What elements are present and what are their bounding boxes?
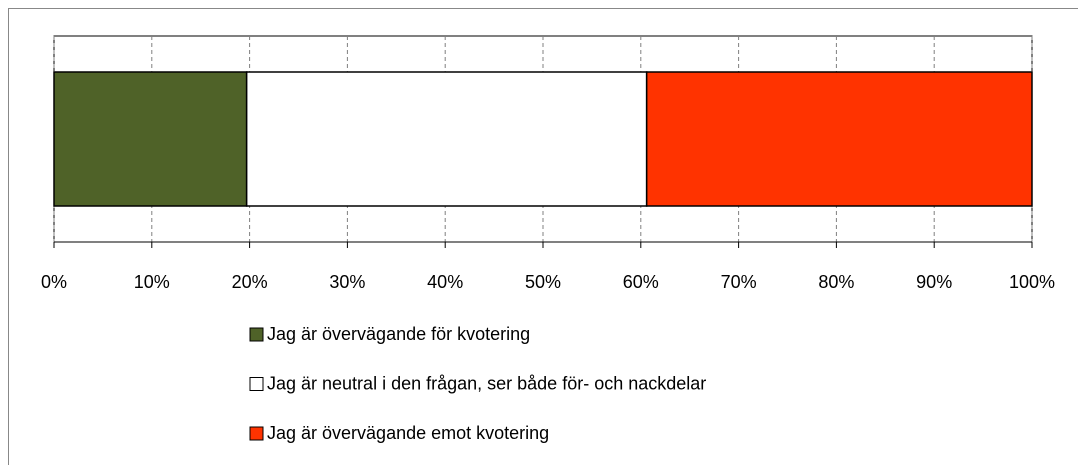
x-tick-label: 30%: [329, 272, 365, 292]
legend-label: Jag är neutral i den frågan, ser både fö…: [267, 373, 706, 393]
legend-swatch: [249, 426, 264, 441]
legend-swatch: [249, 377, 264, 391]
x-tick-label: 20%: [232, 272, 268, 292]
legend-label: Jag är övervägande för kvotering: [267, 324, 530, 344]
legend-swatch: [249, 327, 264, 342]
x-tick-label: 10%: [134, 272, 170, 292]
x-tick-label: 0%: [41, 272, 67, 292]
x-tick-label: 70%: [721, 272, 757, 292]
bar-segment: [245, 71, 648, 207]
bar-segment: [53, 71, 248, 207]
x-tick-label: 80%: [818, 272, 854, 292]
x-tick-label: 40%: [427, 272, 463, 292]
x-tick-label: 60%: [623, 272, 659, 292]
bar-segment: [645, 71, 1033, 207]
legend-label: Jag är övervägande emot kvotering: [267, 423, 549, 443]
x-tick-label: 50%: [525, 272, 561, 292]
x-tick-label: 90%: [916, 272, 952, 292]
x-tick-label: 100%: [1009, 272, 1055, 292]
